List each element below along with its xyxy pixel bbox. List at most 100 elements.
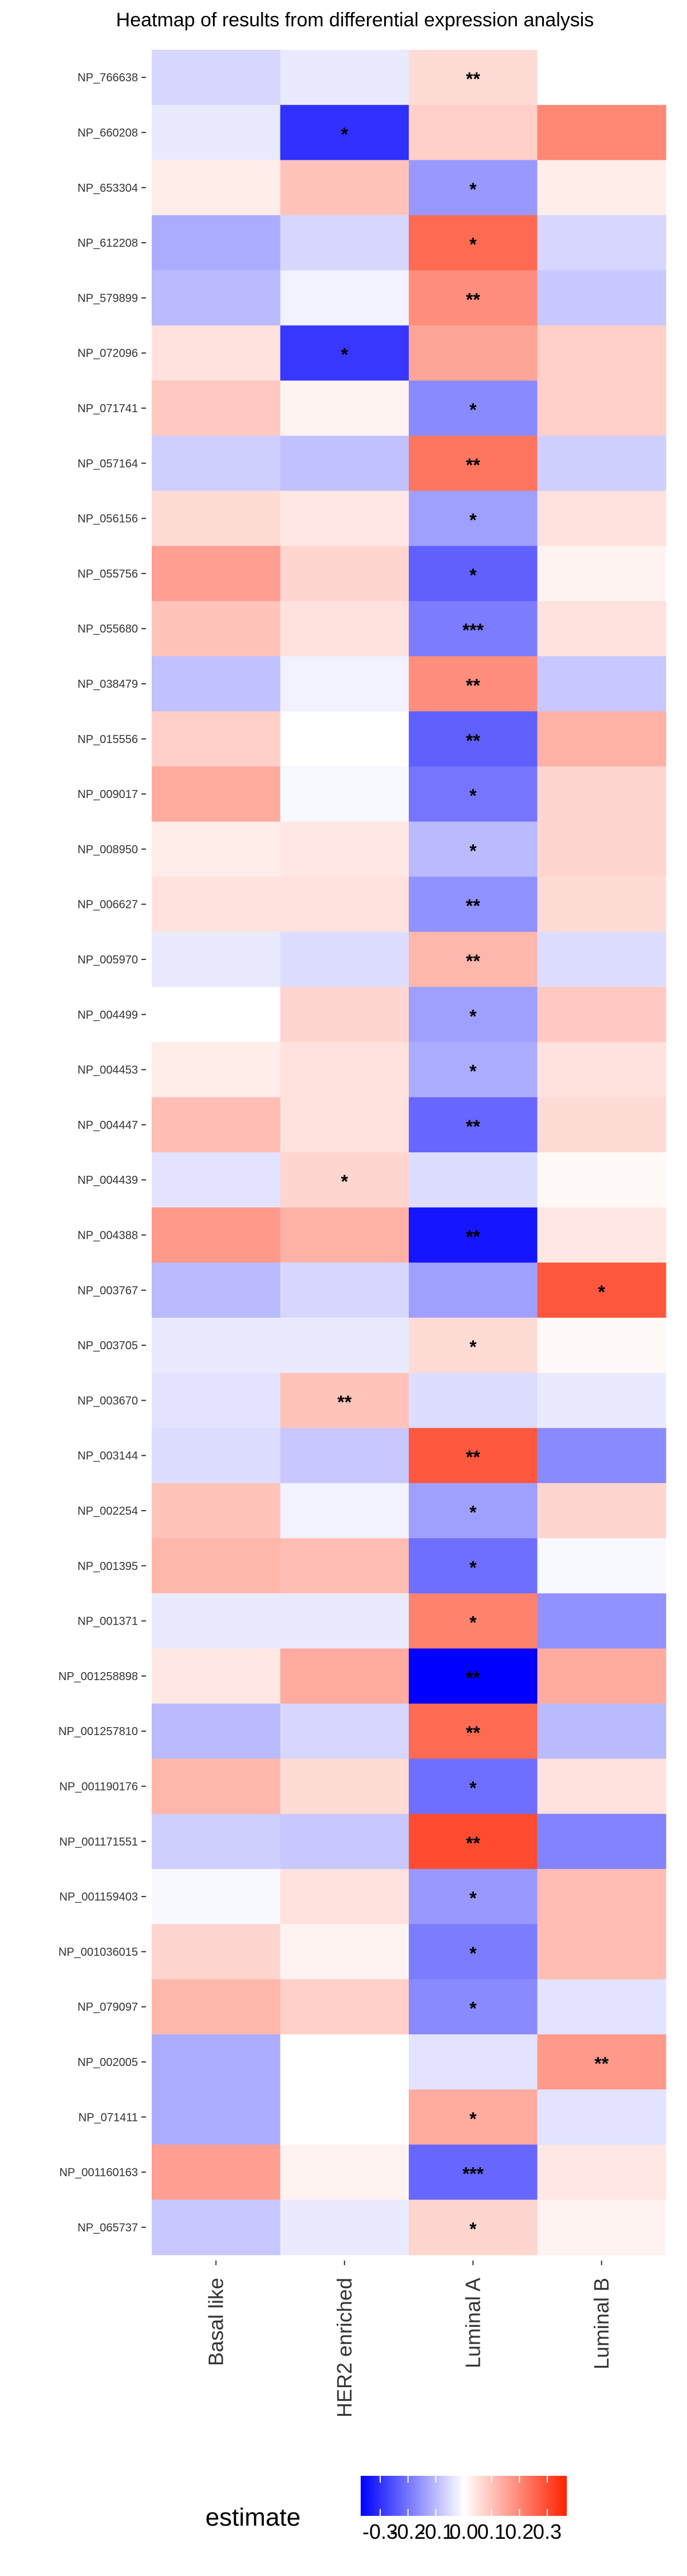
heatmap-cell xyxy=(409,1704,538,1759)
heatmap-cell xyxy=(537,1207,666,1263)
heatmap-cell xyxy=(537,1042,666,1098)
heatmap-cell xyxy=(537,2089,666,2145)
heatmap-cell xyxy=(409,711,538,767)
heatmap-cell xyxy=(152,1483,281,1539)
heatmap-cell xyxy=(409,215,538,271)
heatmap-cell xyxy=(152,1648,281,1704)
heatmap-cell xyxy=(409,1814,538,1870)
heatmap-cell xyxy=(152,821,281,878)
row-tick-label: NP_015556 xyxy=(77,733,138,746)
heatmap-cell xyxy=(409,1924,538,1980)
heatmap-cell xyxy=(537,2034,666,2090)
row-tick-label: NP_002005 xyxy=(77,2056,138,2069)
row-tick-label: NP_004447 xyxy=(77,1119,138,1132)
significance-label: * xyxy=(469,1777,477,1798)
heatmap-cell xyxy=(537,105,666,161)
heatmap-cell xyxy=(537,1538,666,1594)
heatmap-cell xyxy=(152,1538,281,1594)
row-tick-label: NP_001036015 xyxy=(58,1946,138,1958)
heatmap-cell xyxy=(152,546,281,602)
legend-tick-label: 0.1 xyxy=(477,2520,506,2543)
significance-label: ** xyxy=(466,69,480,89)
row-tick-label: NP_065737 xyxy=(77,2222,138,2234)
legend-title: estimate xyxy=(206,2503,301,2531)
heatmap-cell xyxy=(152,215,281,271)
heatmap-cell xyxy=(152,766,281,822)
heatmap-cell xyxy=(280,1704,409,1759)
row-tick-label: NP_006627 xyxy=(77,899,138,911)
significance-label: *** xyxy=(463,620,484,641)
heatmap-cell xyxy=(409,325,538,381)
row-tick-label: NP_004453 xyxy=(77,1064,138,1077)
heatmap-cell xyxy=(409,1538,538,1594)
significance-label: * xyxy=(469,510,477,531)
heatmap-cell xyxy=(537,711,666,767)
heatmap-cell xyxy=(409,160,538,216)
heatmap-cell xyxy=(537,1814,666,1870)
heatmap-cell xyxy=(537,325,666,381)
significance-labels: ****************************************… xyxy=(337,69,609,2239)
heatmap-cell xyxy=(537,1648,666,1704)
legend-tick-label: 0.0 xyxy=(449,2520,478,2543)
row-tick-label: NP_002254 xyxy=(77,1505,138,1518)
column-axis: Basal like HER2 enriched Luminal A Luminal … xyxy=(204,2261,613,2417)
heatmap-cell xyxy=(280,546,409,602)
heatmap-cell xyxy=(537,876,666,933)
heatmap-cell xyxy=(409,1483,538,1539)
heatmap-cell xyxy=(280,50,409,105)
heatmap-cell xyxy=(152,1704,281,1759)
heatmap-cell xyxy=(537,1593,666,1649)
heatmap-cell xyxy=(537,1317,666,1373)
heatmap-cell xyxy=(152,1814,281,1870)
heatmap-cell xyxy=(280,601,409,657)
heatmap-cell xyxy=(537,215,666,271)
row-tick-label: NP_001159403 xyxy=(59,1891,138,1903)
heatmap-cell xyxy=(152,1373,281,1429)
heatmap-cell xyxy=(280,1593,409,1649)
heatmap-cell xyxy=(152,876,281,933)
heatmap-cell xyxy=(280,491,409,547)
significance-label: ** xyxy=(337,1392,352,1412)
heatmap-cell xyxy=(280,711,409,767)
heatmap-cell xyxy=(537,1924,666,1980)
significance-label: * xyxy=(469,234,477,255)
column-tick-label: Basal like xyxy=(204,2278,227,2366)
heatmap-cell xyxy=(152,1317,281,1373)
heatmap-cell xyxy=(280,1042,409,1098)
row-tick-label: NP_003144 xyxy=(77,1450,138,1463)
significance-label: * xyxy=(469,1337,477,1357)
heatmap-cell xyxy=(537,656,666,712)
row-tick-label: NP_001160163 xyxy=(59,2167,138,2179)
heatmap-cell xyxy=(152,711,281,767)
row-tick-label: NP_079097 xyxy=(77,2001,138,2014)
heatmap-cell xyxy=(537,160,666,216)
heatmap-cell xyxy=(280,931,409,987)
heatmap-cell xyxy=(280,215,409,271)
heatmap-cell xyxy=(537,1373,666,1429)
row-tick-label: NP_653304 xyxy=(77,182,138,195)
heatmap-cell xyxy=(280,821,409,878)
heatmap-cell xyxy=(280,1097,409,1153)
heatmap-cell xyxy=(152,436,281,491)
heatmap-cell xyxy=(152,2034,281,2090)
significance-label: * xyxy=(469,1998,477,2019)
heatmap-cell xyxy=(537,436,666,491)
heatmap-cell xyxy=(152,1042,281,1098)
heatmap-cell xyxy=(152,1428,281,1484)
heatmap-cell xyxy=(152,491,281,547)
significance-label: ** xyxy=(466,730,480,751)
heatmap-cell xyxy=(537,1759,666,1815)
row-tick-label: NP_003670 xyxy=(77,1394,138,1407)
significance-label: * xyxy=(341,345,349,365)
heatmap-cell xyxy=(409,2034,538,2090)
significance-label: ** xyxy=(466,1833,480,1854)
significance-label: * xyxy=(469,2219,477,2239)
heatmap-cell xyxy=(409,987,538,1042)
significance-label: ** xyxy=(466,289,480,310)
heatmap-cell xyxy=(280,1759,409,1815)
heatmap-cell xyxy=(152,1593,281,1649)
significance-label: * xyxy=(341,124,349,144)
heatmap-cell xyxy=(280,1868,409,1925)
heatmap-cell xyxy=(280,987,409,1042)
heatmap-cell xyxy=(537,2144,666,2200)
